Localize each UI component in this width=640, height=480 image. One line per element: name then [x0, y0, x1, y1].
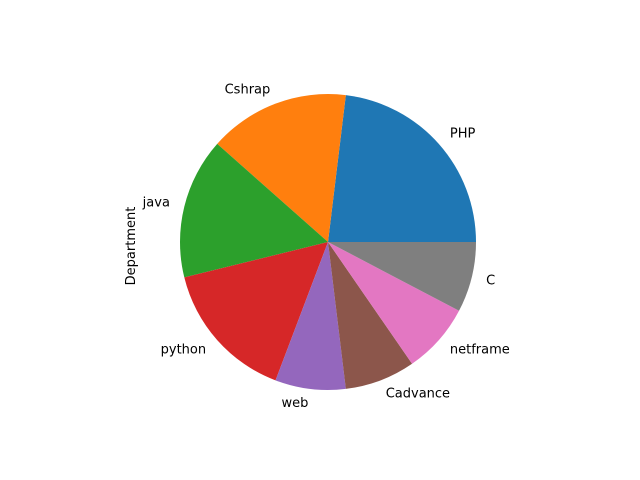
slice-label-web: web — [281, 396, 308, 411]
slice-label-php: PHP — [450, 127, 476, 142]
pie-slice-php — [328, 95, 476, 242]
pie-slice-c — [328, 242, 476, 311]
slice-label-c: C — [486, 273, 495, 288]
slice-label-cadvance: Cadvance — [386, 387, 450, 402]
pie-slices — [179, 94, 476, 390]
y-axis-label: Department — [124, 207, 139, 286]
slice-label-java: java — [142, 196, 170, 211]
slice-label-python: python — [161, 342, 206, 357]
slice-label-netframe: netframe — [450, 342, 510, 357]
slice-labels: PHP Cshrap java python web Cadvance netframe C — [142, 82, 510, 411]
slice-label-cshrap: Cshrap — [225, 82, 271, 97]
pie-slice-python — [184, 242, 328, 381]
pie-slice-web — [275, 242, 346, 390]
pie-slice-cshrap — [217, 94, 346, 242]
pie-slice-java — [179, 143, 328, 278]
pie-slice-cadvance — [328, 242, 413, 389]
pie-slice-netframe — [328, 242, 460, 364]
